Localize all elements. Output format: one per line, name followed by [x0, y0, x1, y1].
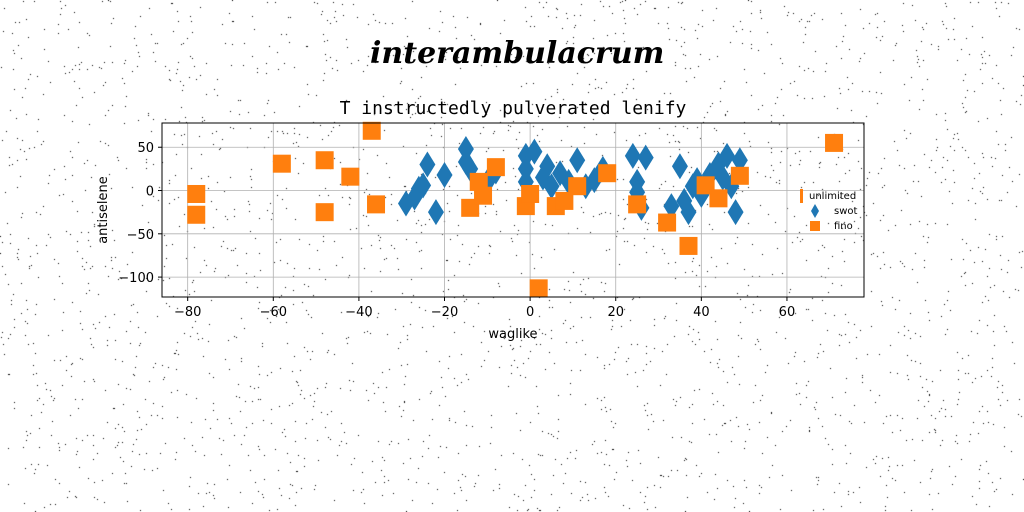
- swot-point: [731, 147, 748, 174]
- x-tick-label: −60: [260, 305, 287, 320]
- x-tick-label: −20: [431, 305, 458, 320]
- swot-point: [624, 142, 641, 169]
- swot-point: [419, 151, 436, 178]
- legend-swot-marker: [811, 204, 819, 218]
- fino-point: [315, 151, 334, 170]
- x-tick-label: 40: [693, 305, 710, 320]
- x-tick-label: −40: [345, 305, 372, 320]
- fino-point: [529, 279, 548, 298]
- chart-title: T instructedly pulverated lenify: [340, 98, 687, 119]
- swot-point: [671, 153, 688, 180]
- fino-point: [679, 236, 698, 255]
- fino-point: [272, 154, 291, 173]
- swot-point: [680, 199, 697, 226]
- fino-point: [825, 133, 844, 152]
- swot-point: [637, 144, 654, 171]
- y-tick-label: −50: [127, 228, 154, 243]
- fino-point: [730, 166, 749, 185]
- swot-point: [663, 193, 680, 220]
- swot-point: [719, 142, 736, 169]
- fino-point: [187, 184, 206, 203]
- grid-lines: [162, 123, 864, 297]
- fino-point: [555, 191, 574, 210]
- swot-point: [727, 199, 744, 226]
- fino-point: [341, 167, 360, 186]
- legend: unlimited swot fino: [800, 189, 858, 232]
- legend-fino-marker: [810, 221, 820, 231]
- y-tick-label: 0: [146, 185, 154, 200]
- fino-point: [709, 189, 728, 208]
- legend-label-fino: fino: [834, 221, 853, 232]
- swot-point: [436, 161, 453, 188]
- fino-point: [367, 195, 386, 214]
- fino-point: [474, 186, 493, 205]
- legend-label-swot: swot: [834, 206, 858, 217]
- data-points: [187, 121, 844, 298]
- fino-point: [315, 203, 334, 222]
- legend-unlimited-marker: [800, 189, 803, 203]
- x-tick-label: 60: [779, 305, 796, 320]
- x-tick-label: −80: [174, 305, 201, 320]
- fino-point: [628, 195, 647, 214]
- fino-point: [469, 172, 488, 191]
- axis-ticks: −80 −60 −40 −20 0 20 40 60 −100 −50 0 50: [118, 141, 795, 320]
- swot-point: [427, 199, 444, 226]
- fino-point: [568, 177, 587, 196]
- swot-point: [526, 138, 543, 165]
- y-tick-label: 50: [137, 141, 154, 156]
- x-tick-label: 0: [526, 305, 534, 320]
- x-tick-label: 20: [607, 305, 624, 320]
- y-tick-label: −100: [118, 271, 154, 286]
- fino-point: [187, 205, 206, 224]
- fino-point: [658, 213, 677, 232]
- swot-point: [539, 153, 556, 180]
- x-axis-label: waglike: [488, 327, 537, 342]
- swot-point: [569, 147, 586, 174]
- swot-point: [415, 172, 432, 199]
- plot-frame: [161, 122, 865, 298]
- fino-point: [486, 158, 505, 177]
- fino-point: [521, 184, 540, 203]
- fino-point: [598, 164, 617, 183]
- legend-label-unlimited: unlimited: [809, 191, 856, 202]
- y-axis-label: antiselene: [96, 176, 111, 244]
- fino-point: [362, 121, 381, 140]
